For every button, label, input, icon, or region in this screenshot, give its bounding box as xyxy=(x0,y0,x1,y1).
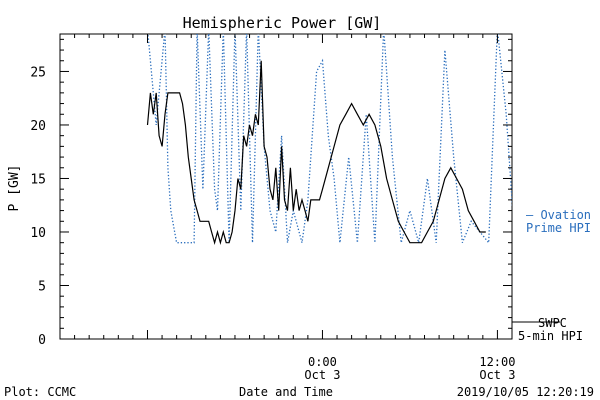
x-tick-date-label: Oct 3 xyxy=(304,368,340,382)
plot-area xyxy=(59,33,513,340)
y-tick-label: 5 xyxy=(38,279,46,294)
legend-ovation-line2: Prime HPI xyxy=(526,221,591,235)
legend-swpc-line1: SWPC xyxy=(538,316,567,330)
plot-credit: Plot: CCMC xyxy=(4,385,76,399)
plot-frame xyxy=(59,33,513,340)
series-swpc-line xyxy=(146,60,486,245)
x-tick-date-label: Oct 3 xyxy=(479,368,515,382)
plot-timestamp: 2019/10/05 12:20:19 xyxy=(457,385,594,399)
x-tick-time-label: 0:00 xyxy=(308,355,337,369)
y-axis-label: P [GW] xyxy=(7,165,22,212)
chart-title: Hemispheric Power [GW] xyxy=(183,14,382,32)
y-tick-label: 0 xyxy=(38,333,46,348)
y-tick-label: 10 xyxy=(30,226,46,241)
x-tick-time-label: 12:00 xyxy=(479,355,515,369)
y-tick-label: 25 xyxy=(30,65,46,80)
y-tick-label: 20 xyxy=(30,119,46,134)
y-tick-label: 15 xyxy=(30,172,46,187)
legend-ovation-line1: — Ovation xyxy=(526,208,591,222)
legend-swpc-line2: 5-min HPI xyxy=(518,329,583,343)
series-layer xyxy=(146,34,512,245)
series-ovation-line xyxy=(147,34,512,245)
y-axis: 0 5 10 15 20 25 xyxy=(30,38,512,348)
x-axis-label: Date and Time xyxy=(239,385,333,399)
